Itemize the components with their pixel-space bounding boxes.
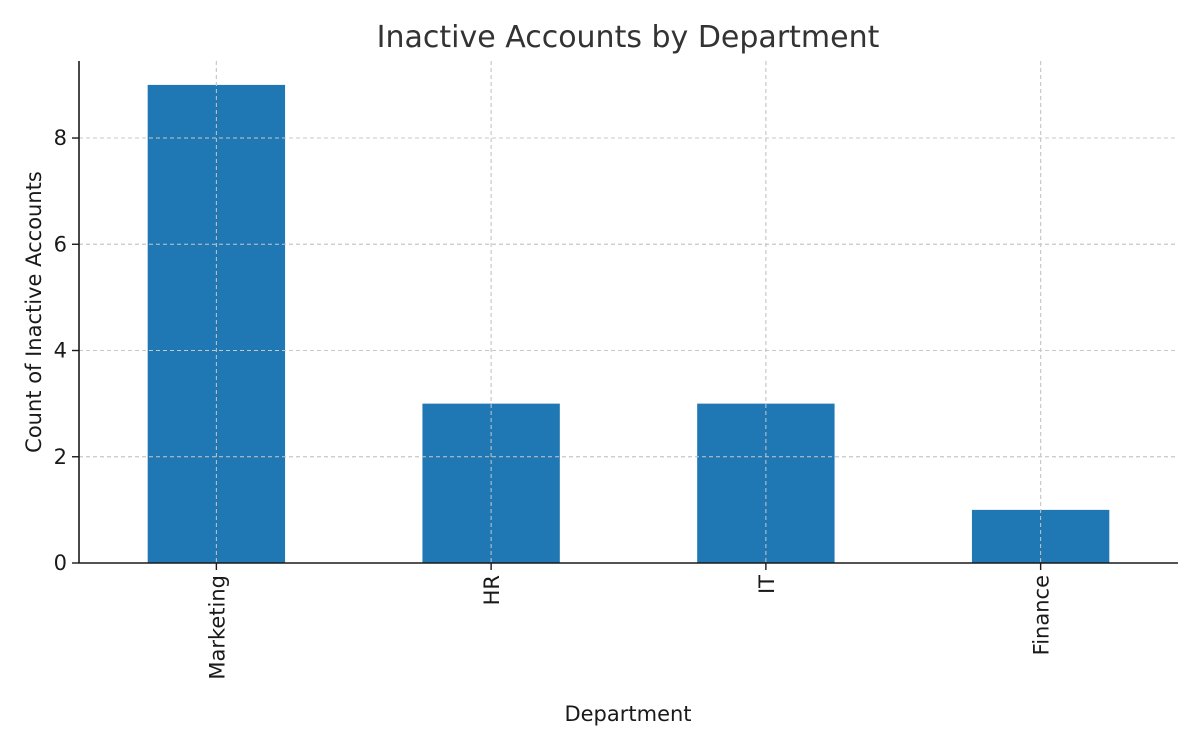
x-axis-label: Department xyxy=(564,702,691,726)
x-tick-label: Marketing xyxy=(205,575,229,680)
bars xyxy=(79,61,1178,564)
y-tick-label: 8 xyxy=(54,126,67,150)
y-tick-label: 4 xyxy=(54,339,67,363)
y-tick-label: 6 xyxy=(54,232,67,256)
x-ticks: Marketing HR IT Finance xyxy=(205,563,1054,680)
y-axis-label: Count of Inactive Accounts xyxy=(22,171,46,453)
y-ticks: 0 2 4 6 8 xyxy=(54,126,79,575)
x-tick-label: HR xyxy=(480,575,504,605)
y-tick-label: 0 xyxy=(54,551,67,575)
x-tick-label: Finance xyxy=(1030,575,1054,655)
x-tick-label: IT xyxy=(755,575,779,594)
chart-title: Inactive Accounts by Department xyxy=(377,20,880,55)
y-tick-label: 2 xyxy=(54,445,67,469)
axes xyxy=(78,61,1178,564)
